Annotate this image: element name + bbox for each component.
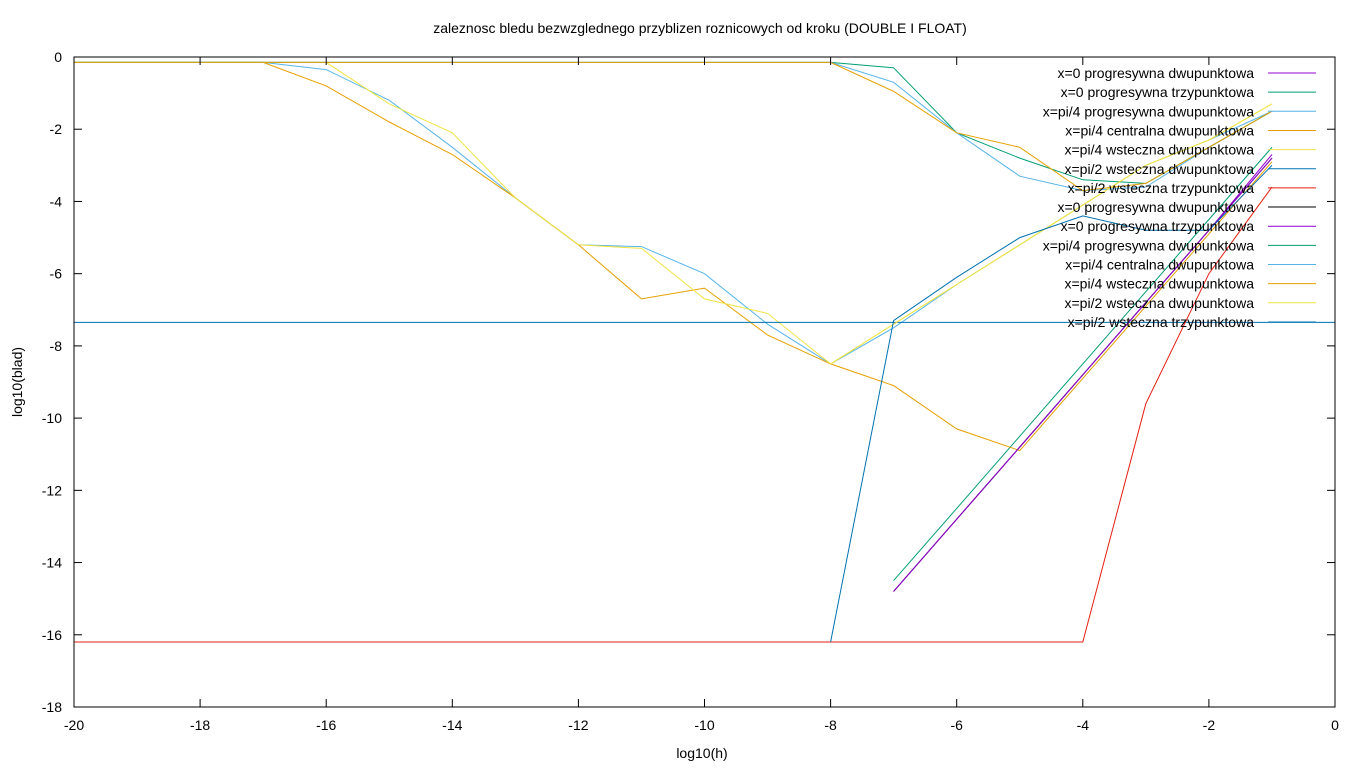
y-tick-label: -12 bbox=[42, 482, 62, 498]
x-tick-label: -4 bbox=[1077, 717, 1090, 733]
series-line-12 bbox=[74, 61, 1273, 192]
x-tick-label: -6 bbox=[950, 717, 963, 733]
y-tick-label: 0 bbox=[54, 49, 62, 65]
chart-title: zaleznosc bledu bezwzglednego przyblizen… bbox=[433, 20, 967, 36]
legend-label: x=pi/4 progresywna dwupunktowa bbox=[1043, 237, 1255, 253]
x-tick-label: -18 bbox=[190, 717, 210, 733]
legend-label: x=pi/2 wsteczna trzypunktowa bbox=[1068, 314, 1255, 330]
legend-label: x=0 progresywna trzypunktowa bbox=[1061, 218, 1255, 234]
series-line-7 bbox=[74, 186, 1273, 643]
y-tick-label: -6 bbox=[50, 266, 63, 282]
legend-label: x=0 progresywna dwupunktowa bbox=[1057, 65, 1254, 81]
y-tick-label: -16 bbox=[42, 627, 62, 643]
series-line-2 bbox=[893, 146, 1273, 581]
x-tick-label: -20 bbox=[64, 717, 84, 733]
x-tick-label: -8 bbox=[824, 717, 837, 733]
y-axis-label: log10(blad) bbox=[9, 347, 25, 417]
legend-label: x=pi/4 progresywna dwupunktowa bbox=[1043, 103, 1255, 119]
legend-label: x=pi/4 centralna dwupunktowa bbox=[1065, 257, 1254, 273]
legend-label: x=pi/4 centralna dwupunktowa bbox=[1065, 122, 1254, 138]
y-tick-label: -2 bbox=[50, 121, 63, 137]
legend-label: x=0 progresywna dwupunktowa bbox=[1057, 199, 1254, 215]
series-line-14 bbox=[830, 164, 1273, 643]
x-tick-label: -10 bbox=[694, 717, 714, 733]
x-tick-label: 0 bbox=[1331, 717, 1339, 733]
series-line-13 bbox=[830, 103, 1273, 365]
y-tick-label: -8 bbox=[50, 338, 63, 354]
x-axis-label: log10(h) bbox=[676, 745, 727, 761]
x-tick-label: -14 bbox=[442, 717, 462, 733]
legend: x=0 progresywna dwupunktowa x=0 progresyw… bbox=[1043, 65, 1316, 330]
legend-label: x=pi/4 wsteczna dwupunktowa bbox=[1065, 142, 1255, 158]
series-line-11 bbox=[74, 61, 1273, 192]
x-tick-label: -12 bbox=[568, 717, 588, 733]
x-tick-label: -16 bbox=[316, 717, 336, 733]
y-tick-label: -14 bbox=[42, 555, 62, 571]
legend-label: x=pi/2 wsteczna dwupunktowa bbox=[1065, 295, 1255, 311]
x-tick-label: -2 bbox=[1203, 717, 1216, 733]
legend-label: x=0 progresywna trzypunktowa bbox=[1061, 84, 1255, 100]
ticks-layer: -20 -18 -16 -14 -12 -10 -8 -6 -4 -2 00-2-4-6-8-10-… bbox=[42, 49, 1339, 733]
y-tick-label: -4 bbox=[50, 193, 63, 209]
series-line-4 bbox=[74, 61, 1273, 452]
series-layer bbox=[74, 61, 1335, 643]
legend-label: x=pi/4 wsteczna dwupunktowa bbox=[1065, 276, 1255, 292]
legend-label: x=pi/2 wsteczna trzypunktowa bbox=[1068, 180, 1255, 196]
y-tick-label: -18 bbox=[42, 699, 62, 715]
y-tick-label: -10 bbox=[42, 410, 62, 426]
legend-label: x=pi/2 wsteczna dwupunktowa bbox=[1065, 161, 1255, 177]
